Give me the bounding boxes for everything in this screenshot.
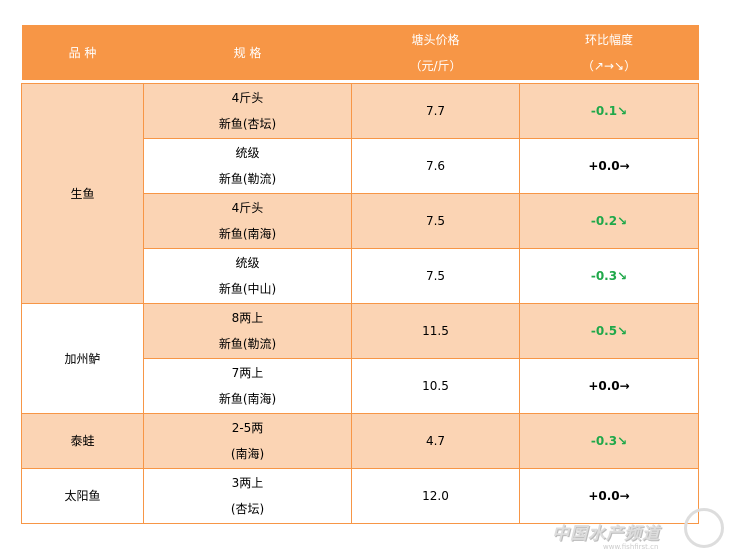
header-price-label: 塘头价格 xyxy=(411,32,460,47)
change-cell: +0.0→ xyxy=(519,138,699,194)
header-price-unit: （元/斤） xyxy=(409,58,462,73)
header-change: 环比幅度 （↗→↘） xyxy=(519,25,699,80)
spec-cell: 4斤头新鱼(杏坛) xyxy=(143,83,352,139)
spec-size: 3两上 xyxy=(231,476,264,490)
table-row: 7两上 新鱼(南海) 10.5 +0.0→ xyxy=(22,358,699,414)
spec-cell: 7两上新鱼(南海) xyxy=(143,358,352,414)
header-price: 塘头价格 （元/斤） xyxy=(351,25,520,80)
spec-cell: 3两上 (杏坛) xyxy=(143,468,352,524)
watermark-globe-icon xyxy=(684,508,724,548)
price-cell: 11.5 xyxy=(351,303,520,359)
spec-cell: 统级新鱼(勒流) xyxy=(143,138,352,194)
spec-cell: 2-5两 (南海) xyxy=(143,413,352,469)
change-cell: +0.0→ xyxy=(519,468,699,524)
header-change-legend: （↗→↘） xyxy=(581,58,637,73)
spec-size: 统级 xyxy=(235,256,260,270)
price-cell: 7.5 xyxy=(351,248,520,304)
price-cell: 7.5 xyxy=(351,193,520,249)
price-cell: 4.7 xyxy=(351,413,520,469)
change-cell: +0.0→ xyxy=(519,358,699,414)
header-variety: 品 种 xyxy=(21,25,144,80)
spec-size: 4斤头 xyxy=(231,201,264,215)
change-cell: -0.3↘ xyxy=(519,413,699,469)
spec-size: 4斤头 xyxy=(231,91,264,105)
table-row: 统级 新鱼(勒流) 7.6 +0.0→ xyxy=(22,138,699,194)
header-spec: 规 格 xyxy=(143,25,352,80)
change-cell: -0.2↘ xyxy=(519,193,699,249)
spec-cell: 8两上新鱼(勒流) xyxy=(143,303,352,359)
table-row: 太阳鱼 3两上 (杏坛) 12.0 +0.0→ xyxy=(21,468,699,524)
spec-origin: (南海) xyxy=(230,447,265,461)
change-cell: -0.5↘ xyxy=(519,303,699,359)
spec-origin: (杏坛) xyxy=(230,502,265,516)
table-row: 4斤头 新鱼(南海) 7.5 -0.2↘ xyxy=(22,193,699,249)
variety-cell: 泰蛙 xyxy=(21,413,144,469)
price-table: 品 种 规 格 塘头价格 （元/斤） 环比幅度 （↗→↘） 生鱼 4斤头 新鱼(杏坛) 7… xyxy=(21,25,699,524)
header-row: 品 种 规 格 塘头价格 （元/斤） 环比幅度 （↗→↘） xyxy=(21,25,699,80)
price-cell: 7.7 xyxy=(351,83,520,139)
table-row: 生鱼 4斤头 新鱼(杏坛) 7.7 -0.1↘ xyxy=(21,83,699,304)
spec-size: 8两上 xyxy=(231,311,264,325)
spec-cell: 统级新鱼(中山) xyxy=(143,248,352,304)
variety-cell: 加州鲈 xyxy=(21,303,144,414)
spec-origin: 新鱼(杏坛) xyxy=(218,117,277,131)
spec-origin: 新鱼(勒流) xyxy=(218,172,277,186)
variety-cell: 生鱼 xyxy=(21,83,144,304)
spec-origin: 新鱼(中山) xyxy=(218,282,277,296)
price-cell: 7.6 xyxy=(351,138,520,194)
spec-cell: 4斤头新鱼(南海) xyxy=(143,193,352,249)
spec-origin: 新鱼(勒流) xyxy=(218,337,277,351)
spec-size: 7两上 xyxy=(231,366,264,380)
watermark-url: www.fishfirst.cn xyxy=(603,543,659,551)
watermark-logo: 中国水产频道 xyxy=(552,524,660,544)
table-row: 泰蛙 2-5两 (南海) 4.7 -0.3↘ xyxy=(21,413,699,469)
table-row: 加州鲈 8两上 新鱼(勒流) 11.5 -0.5↘ xyxy=(21,303,699,414)
change-cell: -0.3↘ xyxy=(519,248,699,304)
spec-origin: 新鱼(南海) xyxy=(218,227,277,241)
spec-origin: 新鱼(南海) xyxy=(218,392,277,406)
spec-size: 统级 xyxy=(235,146,260,160)
header-change-label: 环比幅度 xyxy=(584,32,633,47)
variety-cell: 太阳鱼 xyxy=(21,468,144,524)
table-row: 统级 新鱼(中山) 7.5 -0.3↘ xyxy=(22,248,699,304)
change-cell: -0.1↘ xyxy=(519,83,699,139)
price-cell: 10.5 xyxy=(351,358,520,414)
spec-size: 2-5两 xyxy=(231,421,264,435)
price-cell: 12.0 xyxy=(351,468,520,524)
